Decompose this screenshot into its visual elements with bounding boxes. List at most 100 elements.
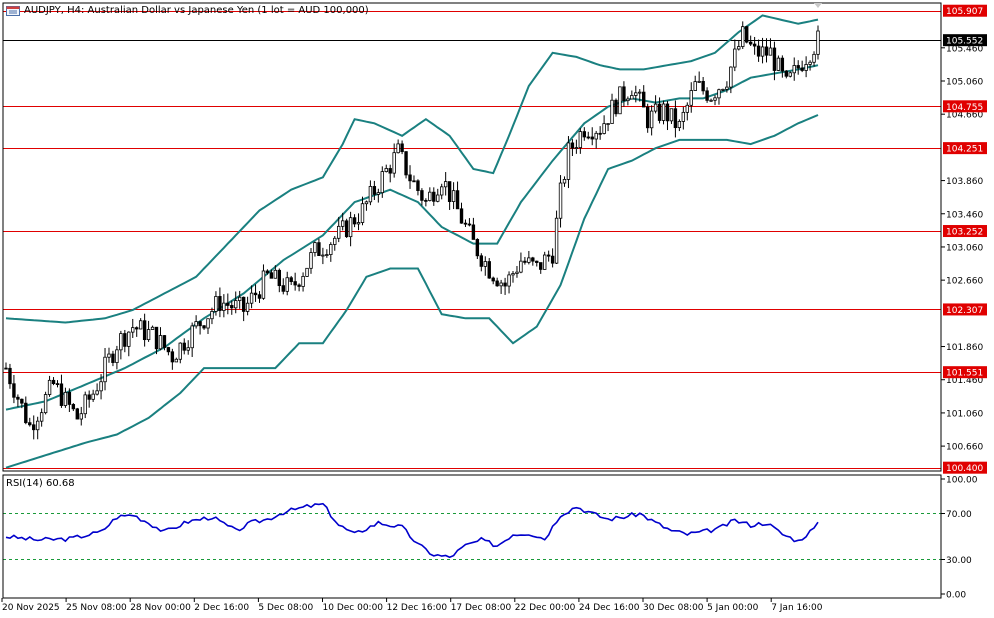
candle [400, 140, 404, 155]
candle-body [119, 333, 123, 351]
candle-body [384, 168, 388, 173]
candle [135, 326, 139, 337]
candle [733, 39, 737, 72]
candle [245, 296, 250, 316]
candle-body [455, 190, 460, 210]
candle [8, 363, 12, 389]
candle-body [519, 260, 523, 273]
level-price-badge [943, 225, 987, 238]
candle [499, 279, 503, 294]
candle-body [344, 220, 349, 238]
candle-body [388, 168, 392, 174]
candle-body [321, 254, 325, 257]
candle [396, 139, 400, 154]
candle-body [356, 222, 361, 225]
candle-body [550, 255, 555, 264]
candle [194, 315, 198, 329]
candle-body [309, 252, 313, 269]
level-price-label: 104.251 [946, 145, 983, 155]
rsi-line [5, 502, 819, 559]
candle [447, 181, 452, 210]
candle [226, 293, 230, 315]
candle [150, 325, 155, 330]
candle [249, 285, 254, 309]
candle [443, 172, 448, 196]
candle [673, 100, 678, 138]
candle-body [788, 72, 792, 77]
candle [812, 51, 816, 67]
candle [376, 188, 381, 203]
candle-body [416, 180, 420, 191]
candle [685, 102, 689, 121]
candle-body [55, 383, 60, 386]
candle [681, 106, 686, 130]
price-tick-label: 101.460 [946, 376, 983, 386]
candle-body [380, 171, 384, 194]
candle-body [127, 331, 131, 347]
candle-body [578, 131, 583, 148]
candle [467, 218, 472, 227]
candle-body [748, 41, 753, 45]
candle-body [8, 367, 12, 385]
candle-body [190, 325, 194, 349]
candle [4, 362, 8, 370]
candle [764, 38, 769, 63]
candle-body [657, 103, 662, 121]
candle [111, 350, 115, 367]
candle-body [717, 89, 721, 99]
candle-body [131, 327, 135, 333]
candle [123, 329, 127, 353]
candle-body [420, 190, 424, 201]
candle [570, 139, 575, 157]
candle [131, 318, 135, 338]
candle [725, 81, 729, 93]
time-tick-label: 30 Dec 08:00 [643, 603, 704, 613]
candle [32, 415, 36, 440]
candle-body [87, 394, 91, 400]
candle [35, 416, 40, 440]
candle [321, 247, 325, 265]
candle-body [293, 281, 297, 286]
candle-body [495, 280, 499, 287]
candle-body [523, 260, 527, 263]
candle-body [752, 43, 757, 47]
candle-body [71, 404, 76, 410]
candle [507, 271, 511, 294]
time-tick-label: 17 Dec 08:00 [451, 603, 512, 613]
candle [241, 296, 246, 322]
candle-body [475, 239, 480, 257]
candle-body [661, 103, 666, 121]
candle-body [554, 217, 559, 264]
candle-body [669, 108, 674, 122]
candle-body [733, 48, 737, 68]
candle [360, 196, 365, 226]
candle [412, 175, 416, 183]
level-price-label: 102.307 [946, 306, 983, 316]
candle [424, 198, 428, 207]
candle-body [325, 254, 329, 256]
candle [539, 262, 543, 274]
candle [158, 327, 163, 351]
candle-body [693, 81, 697, 91]
candle [174, 357, 179, 363]
candle-body [146, 329, 151, 341]
candle-body [333, 237, 337, 245]
chart-title: AUDJPY, H4: Australian Dollar vs Japanes… [24, 5, 369, 16]
candle [67, 388, 72, 412]
candle-body [83, 394, 87, 415]
candle-body [281, 285, 285, 292]
candle [277, 268, 282, 293]
candle-body [305, 267, 309, 277]
candle [392, 143, 396, 178]
candle-body [206, 318, 210, 329]
time-tick-label: 25 Nov 08:00 [66, 603, 127, 613]
candle [87, 390, 91, 408]
candle [614, 98, 618, 117]
candle [380, 166, 384, 198]
level-price-label: 100.400 [946, 464, 983, 474]
candle-body [760, 46, 765, 57]
bollinger-lower-band [5, 114, 819, 469]
time-tick-label: 5 Jan 00:00 [707, 603, 759, 613]
candle [649, 105, 654, 136]
candle [20, 398, 24, 409]
